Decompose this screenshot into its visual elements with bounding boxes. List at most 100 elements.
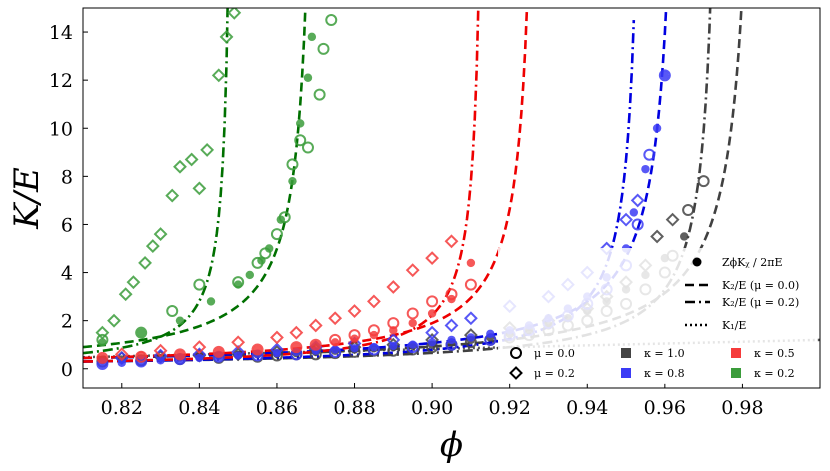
data-point-diamond (192, 181, 207, 196)
data-point-open-circle (251, 343, 264, 356)
y-axis: 0 2 4 6 8 10 12 14 (49, 22, 88, 381)
legend-label: K₂/E (μ = 0.2) (722, 296, 799, 309)
data-point-filled (350, 344, 359, 353)
data-point-diamond (126, 275, 141, 290)
data-point-diamond (630, 193, 645, 208)
y-tick-label: 6 (61, 214, 73, 236)
data-point-diamond (153, 343, 168, 358)
data-point-filled (233, 280, 243, 289)
data-point-diamond (219, 29, 234, 44)
data-point-filled (156, 356, 165, 365)
y-tick-label: 12 (49, 70, 73, 92)
legend-label: K₂/E (μ = 0.0) (722, 279, 799, 292)
data-point-filled (136, 328, 146, 337)
x-tick-label: 0.82 (101, 397, 143, 419)
data-point-diamond (367, 294, 381, 309)
data-point-filled (206, 297, 216, 306)
x-tick-label: 0.88 (333, 397, 375, 419)
data-point-filled (350, 334, 359, 343)
legend-label: μ = 0.0 (534, 347, 575, 360)
data-point-diamond (211, 68, 226, 83)
y-tick-label: 14 (49, 22, 73, 44)
data-point-diamond (138, 256, 152, 270)
data-point-filled (447, 335, 456, 345)
legend-label: κ = 0.8 (644, 367, 685, 380)
series-k2-mu02-kappa-0.5 (83, 8, 480, 363)
series-k2-mu02-kappa-0.2 (83, 8, 229, 355)
data-point-diamond (153, 227, 168, 241)
x-tick-label: 0.94 (566, 397, 608, 419)
plot-frame (82, 7, 821, 389)
data-point-diamond (328, 311, 343, 326)
data-point-diamond (192, 340, 207, 355)
legend-color-swatch (621, 368, 631, 378)
data-point-filled (292, 342, 301, 352)
data-point-filled (369, 342, 379, 352)
data-point-filled (98, 338, 107, 347)
legend-color-swatch (731, 368, 741, 378)
data-point-open-circle (682, 204, 695, 217)
data-point-diamond (270, 330, 284, 345)
data-point-filled (486, 329, 495, 339)
data-point-diamond (444, 318, 459, 333)
data-point-diamond (289, 325, 304, 340)
legend-label: κ = 0.2 (754, 367, 795, 380)
data-point-open-circle (325, 14, 338, 27)
data-point-filled (303, 73, 313, 82)
data-point-filled (288, 176, 297, 186)
data-point-filled (253, 345, 262, 354)
x-tick-label: 0.90 (411, 397, 453, 419)
legend-color-swatch (621, 348, 631, 358)
data-point-diamond (650, 229, 664, 244)
legend-open-diamond-icon (509, 366, 523, 380)
y-axis-title: K/E (7, 167, 47, 230)
data-point-filled (233, 351, 243, 360)
x-tick-label: 0.98 (721, 397, 763, 419)
data-point-open-circle (658, 69, 671, 82)
legend-filled-circle-icon (692, 257, 702, 267)
data-point-diamond (145, 239, 160, 254)
data-point-diamond (227, 8, 242, 20)
data-point-filled (408, 318, 417, 328)
data-point-diamond (200, 142, 215, 157)
x-axis-title: ϕ (440, 425, 463, 465)
data-point-filled (175, 316, 185, 325)
data-point-filled (245, 270, 254, 280)
data-point-open-circle (464, 278, 477, 291)
data-point-open-circle (406, 307, 419, 320)
y-tick-label: 0 (61, 359, 73, 381)
data-point-open-circle (697, 175, 710, 188)
data-point-diamond (107, 313, 121, 328)
data-point-filled (389, 326, 398, 335)
data-point-filled (427, 338, 437, 347)
x-tick-label: 0.86 (256, 397, 298, 419)
data-point-open-circle (313, 88, 326, 101)
x-tick-label: 0.84 (178, 397, 220, 419)
data-point-diamond (114, 347, 129, 362)
data-point-filled (214, 347, 223, 357)
y-tick-label: 2 (61, 311, 73, 333)
data-point-filled (175, 350, 185, 359)
legend-background (498, 248, 816, 384)
data-point-filled (427, 309, 437, 318)
data-point-open-circle (301, 141, 314, 154)
data-point-filled (311, 340, 320, 349)
data-point-open-circle (166, 305, 179, 318)
data-point-open-circle (290, 341, 303, 354)
data-point-open-circle (426, 295, 439, 308)
x-tick-label: 0.92 (489, 397, 531, 419)
data-point-diamond (347, 304, 362, 318)
data-point-diamond (425, 251, 440, 266)
data-point-filled (408, 340, 417, 349)
data-point-open-circle (270, 228, 283, 241)
legend-open-circle-icon (510, 347, 522, 359)
data-point-filled (660, 71, 670, 80)
data-point-open-circle (317, 42, 330, 55)
data-point-diamond (619, 212, 633, 227)
data-point-filled (447, 294, 456, 304)
series-k2-mu0-kappa-0.2 (83, 8, 307, 349)
data-point-diamond (386, 280, 401, 294)
legend-label: ZϕKᵪ / 2πE (722, 256, 783, 269)
x-tick-label: 0.96 (644, 397, 686, 419)
